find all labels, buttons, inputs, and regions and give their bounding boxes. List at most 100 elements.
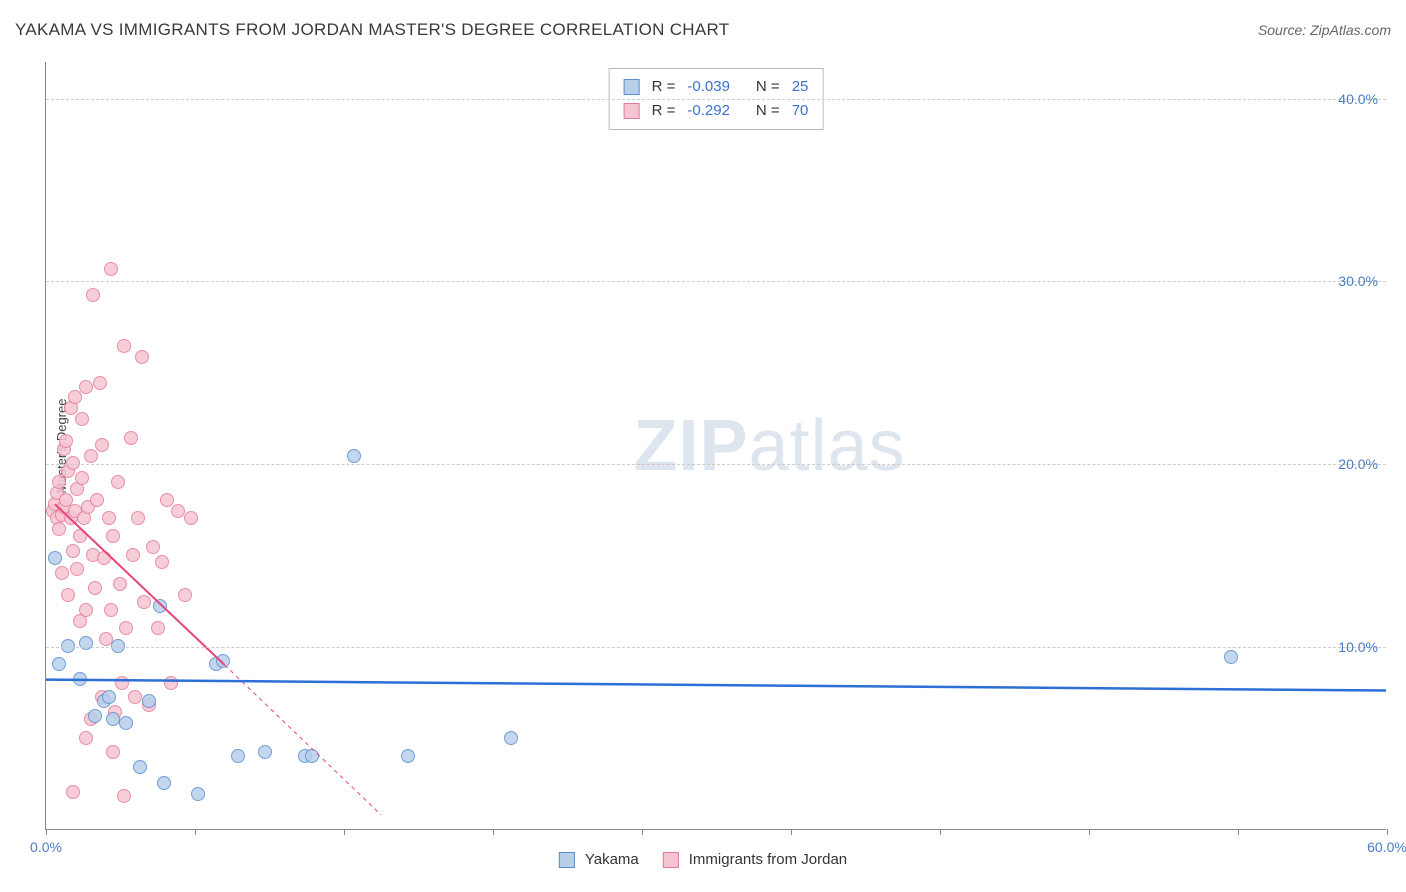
scatter-point [106, 745, 120, 759]
legend-n-label: N = [756, 75, 780, 99]
x-tick [642, 829, 643, 835]
scatter-point [117, 339, 131, 353]
scatter-point [1224, 650, 1238, 664]
scatter-point [157, 776, 171, 790]
scatter-point [102, 690, 116, 704]
scatter-point [128, 690, 142, 704]
scatter-point [106, 529, 120, 543]
scatter-point [115, 676, 129, 690]
scatter-point [133, 760, 147, 774]
scatter-point [75, 412, 89, 426]
scatter-point [153, 599, 167, 613]
scatter-point [113, 577, 127, 591]
y-tick-label: 20.0% [1338, 456, 1378, 472]
legend-swatch [559, 852, 575, 868]
scatter-point [79, 731, 93, 745]
scatter-point [216, 654, 230, 668]
scatter-point [52, 657, 66, 671]
scatter-point [90, 493, 104, 507]
scatter-point [68, 390, 82, 404]
x-tick [940, 829, 941, 835]
scatter-point [75, 471, 89, 485]
scatter-point [146, 540, 160, 554]
scatter-point [88, 709, 102, 723]
legend-n-value: 25 [792, 75, 809, 99]
scatter-point [79, 603, 93, 617]
y-tick-label: 30.0% [1338, 273, 1378, 289]
scatter-point [86, 288, 100, 302]
scatter-point [106, 712, 120, 726]
x-tick [791, 829, 792, 835]
legend-n-label: N = [756, 99, 780, 123]
scatter-point [119, 621, 133, 635]
scatter-point [151, 621, 165, 635]
scatter-point [73, 529, 87, 543]
scatter-point [137, 595, 151, 609]
gridline [46, 647, 1386, 648]
gridline [46, 281, 1386, 282]
scatter-point [61, 588, 75, 602]
scatter-point [191, 787, 205, 801]
legend-item: Immigrants from Jordan [663, 851, 847, 868]
scatter-point [401, 749, 415, 763]
legend-n-value: 70 [792, 99, 809, 123]
scatter-point [70, 562, 84, 576]
scatter-point [504, 731, 518, 745]
scatter-point [66, 785, 80, 799]
scatter-point [104, 603, 118, 617]
scatter-point [95, 438, 109, 452]
legend-row: R =-0.292N =70 [624, 99, 809, 123]
scatter-point [93, 376, 107, 390]
plot-area [46, 62, 1386, 829]
scatter-point [155, 555, 169, 569]
y-tick-label: 40.0% [1338, 91, 1378, 107]
scatter-point [142, 694, 156, 708]
x-tick [1089, 829, 1090, 835]
scatter-point [347, 449, 361, 463]
scatter-point [171, 504, 185, 518]
gridline [46, 464, 1386, 465]
x-tick [195, 829, 196, 835]
scatter-point [102, 511, 116, 525]
scatter-point [184, 511, 198, 525]
chart-title: YAKAMA VS IMMIGRANTS FROM JORDAN MASTER'… [15, 20, 729, 40]
scatter-point [88, 581, 102, 595]
x-tick [344, 829, 345, 835]
scatter-point [231, 749, 245, 763]
scatter-point [48, 551, 62, 565]
chart-header: YAKAMA VS IMMIGRANTS FROM JORDAN MASTER'… [15, 20, 1391, 40]
scatter-point [104, 262, 118, 276]
scatter-point [55, 566, 69, 580]
scatter-point [117, 789, 131, 803]
legend-row: R =-0.039N =25 [624, 75, 809, 99]
scatter-point [160, 493, 174, 507]
source-attribution: Source: ZipAtlas.com [1258, 22, 1391, 38]
scatter-point [66, 544, 80, 558]
legend-label: Yakama [585, 851, 639, 868]
scatter-point [178, 588, 192, 602]
scatter-point [52, 522, 66, 536]
scatter-point [124, 431, 138, 445]
scatter-chart: ZIPatlas R =-0.039N =25R =-0.292N =70 10… [45, 62, 1386, 830]
scatter-point [305, 749, 319, 763]
x-tick-label: 60.0% [1367, 839, 1406, 855]
legend-swatch [624, 79, 640, 95]
scatter-point [73, 672, 87, 686]
scatter-point [79, 380, 93, 394]
legend-r-value: -0.039 [687, 75, 730, 99]
scatter-point [97, 551, 111, 565]
scatter-point [164, 676, 178, 690]
legend-swatch [663, 852, 679, 868]
legend-label: Immigrants from Jordan [689, 851, 847, 868]
scatter-point [131, 511, 145, 525]
x-tick [493, 829, 494, 835]
scatter-point [84, 449, 98, 463]
series-legend: Yakama Immigrants from Jordan [559, 851, 847, 868]
legend-item: Yakama [559, 851, 639, 868]
scatter-point [135, 350, 149, 364]
scatter-point [59, 434, 73, 448]
x-tick-label: 0.0% [30, 839, 62, 855]
x-tick [46, 829, 47, 835]
x-tick [1238, 829, 1239, 835]
legend-r-value: -0.292 [687, 99, 730, 123]
